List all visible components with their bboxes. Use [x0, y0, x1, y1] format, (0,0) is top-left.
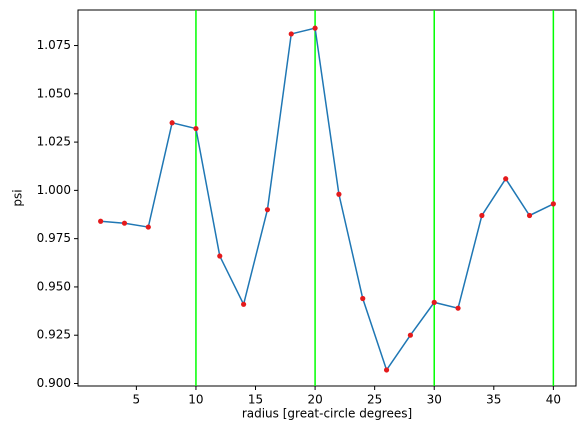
point [288, 31, 294, 37]
point [455, 305, 461, 311]
point [407, 332, 413, 338]
y-tick-label: 0.900 [37, 376, 71, 390]
y-tick-label: 0.975 [37, 231, 71, 245]
y-tick-label: 1.025 [37, 135, 71, 149]
point [336, 191, 342, 197]
x-axis-label: radius [great-circle degrees] [242, 407, 412, 421]
point [121, 220, 128, 226]
y-tick-label: 0.925 [37, 328, 71, 342]
point [312, 25, 318, 31]
y-tick-label: 1.000 [37, 183, 71, 197]
plot-frame [77, 9, 577, 387]
point [98, 218, 104, 224]
point [193, 125, 199, 132]
point [431, 299, 437, 305]
x-tick-label: 30 [427, 393, 442, 407]
y-tick-label: 1.050 [37, 86, 71, 100]
y-tick-label: 1.075 [37, 38, 71, 52]
x-tick-label: 35 [486, 393, 501, 407]
x-tick-label: 10 [188, 393, 203, 407]
point [526, 212, 533, 219]
point [145, 224, 151, 230]
x-tick-label: 5 [133, 393, 141, 407]
point [241, 301, 247, 307]
point [479, 212, 485, 219]
series-line [100, 27, 554, 372]
x-tick-label: 20 [307, 393, 322, 407]
y-tick-label: 0.950 [37, 279, 71, 293]
point [169, 120, 175, 126]
x-tick-label: 40 [546, 393, 561, 407]
point [360, 295, 366, 302]
y-axis-label: psi [11, 189, 25, 206]
point [383, 367, 390, 373]
point [264, 207, 271, 213]
x-tick-label: 15 [248, 393, 263, 407]
point [503, 176, 509, 182]
point [217, 253, 223, 259]
point [550, 201, 556, 207]
x-tick-label: 25 [367, 393, 382, 407]
